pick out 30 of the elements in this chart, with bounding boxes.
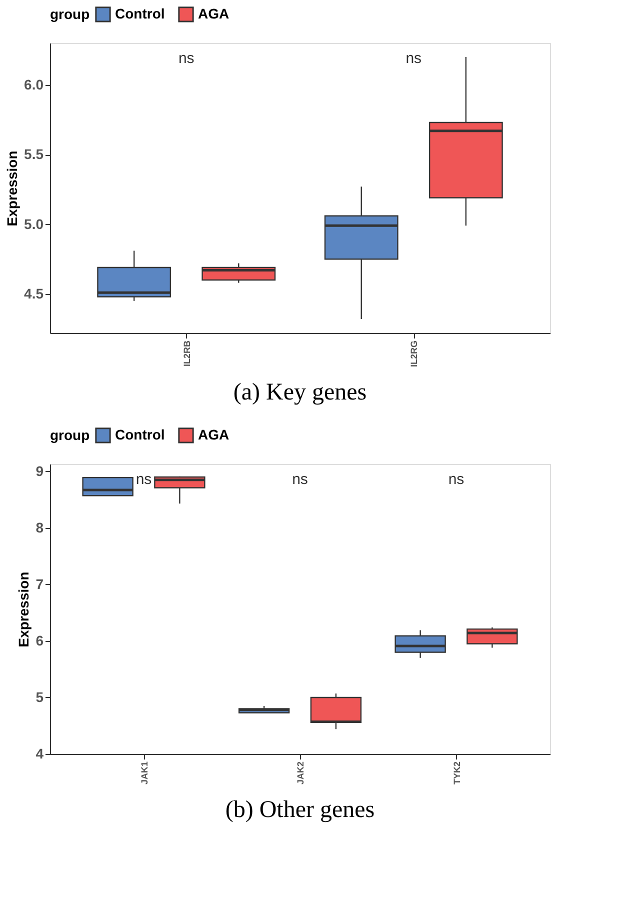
y-tick-label: 5.0 xyxy=(24,216,44,232)
y-axis-title: Expression xyxy=(4,150,20,226)
annotation: ns xyxy=(292,471,308,488)
annotation: ns xyxy=(136,471,152,488)
y-tick-label: 4.5 xyxy=(24,285,44,302)
legend-label: AGA xyxy=(198,5,230,22)
annotation: ns xyxy=(178,50,194,67)
y-tick-label: 6.0 xyxy=(24,76,44,92)
y-tick-label: 7 xyxy=(36,576,44,592)
x-tick-label: IL2RG xyxy=(409,340,420,368)
text: (a) Key genes xyxy=(233,380,367,406)
annotation: ns xyxy=(448,471,464,488)
x-tick-label: JAK1 xyxy=(139,762,150,785)
y-tick-label: 6 xyxy=(36,632,44,648)
legend-label: Control xyxy=(115,5,165,22)
y-tick-label: 8 xyxy=(36,519,44,536)
text: (b) Other genes xyxy=(225,797,375,824)
legend-title: group xyxy=(50,427,90,443)
legend-title: group xyxy=(50,6,90,22)
x-tick-label: IL2RB xyxy=(182,340,192,367)
y-tick-label: 5 xyxy=(36,688,44,705)
y-axis-title: Expression xyxy=(16,572,32,648)
y-tick-label: 4 xyxy=(36,746,44,762)
y-tick-label: 5.5 xyxy=(24,146,44,162)
x-tick-label: TYK2 xyxy=(452,762,462,785)
annotation: ns xyxy=(406,50,422,67)
legend-label: AGA xyxy=(198,426,230,442)
y-tick-label: 9 xyxy=(36,462,44,479)
legend-label: Control xyxy=(115,426,165,442)
x-tick-label: JAK2 xyxy=(296,762,306,785)
